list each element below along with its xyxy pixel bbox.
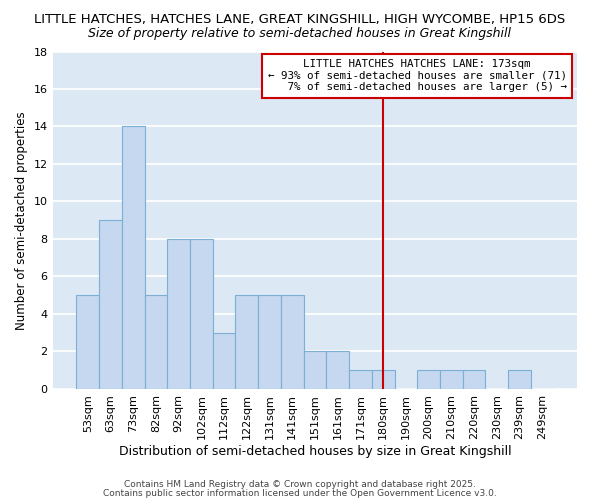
Bar bbox=[99, 220, 122, 389]
Bar bbox=[258, 295, 281, 389]
Y-axis label: Number of semi-detached properties: Number of semi-detached properties bbox=[15, 111, 28, 330]
Bar bbox=[145, 295, 167, 389]
Text: Size of property relative to semi-detached houses in Great Kingshill: Size of property relative to semi-detach… bbox=[89, 28, 511, 40]
Bar bbox=[417, 370, 440, 389]
Bar bbox=[326, 352, 349, 389]
Bar bbox=[440, 370, 463, 389]
Text: Contains HM Land Registry data © Crown copyright and database right 2025.: Contains HM Land Registry data © Crown c… bbox=[124, 480, 476, 489]
Bar bbox=[235, 295, 258, 389]
Bar bbox=[76, 295, 99, 389]
Bar bbox=[508, 370, 531, 389]
Text: LITTLE HATCHES, HATCHES LANE, GREAT KINGSHILL, HIGH WYCOMBE, HP15 6DS: LITTLE HATCHES, HATCHES LANE, GREAT KING… bbox=[34, 12, 566, 26]
Bar bbox=[372, 370, 395, 389]
Bar bbox=[167, 239, 190, 389]
Bar bbox=[463, 370, 485, 389]
Bar bbox=[190, 239, 213, 389]
Bar bbox=[122, 126, 145, 389]
Bar bbox=[304, 352, 326, 389]
Bar bbox=[281, 295, 304, 389]
X-axis label: Distribution of semi-detached houses by size in Great Kingshill: Distribution of semi-detached houses by … bbox=[119, 444, 511, 458]
Bar bbox=[349, 370, 372, 389]
Text: Contains public sector information licensed under the Open Government Licence v3: Contains public sector information licen… bbox=[103, 488, 497, 498]
Text: LITTLE HATCHES HATCHES LANE: 173sqm
← 93% of semi-detached houses are smaller (7: LITTLE HATCHES HATCHES LANE: 173sqm ← 93… bbox=[268, 59, 567, 92]
Bar bbox=[213, 332, 235, 389]
